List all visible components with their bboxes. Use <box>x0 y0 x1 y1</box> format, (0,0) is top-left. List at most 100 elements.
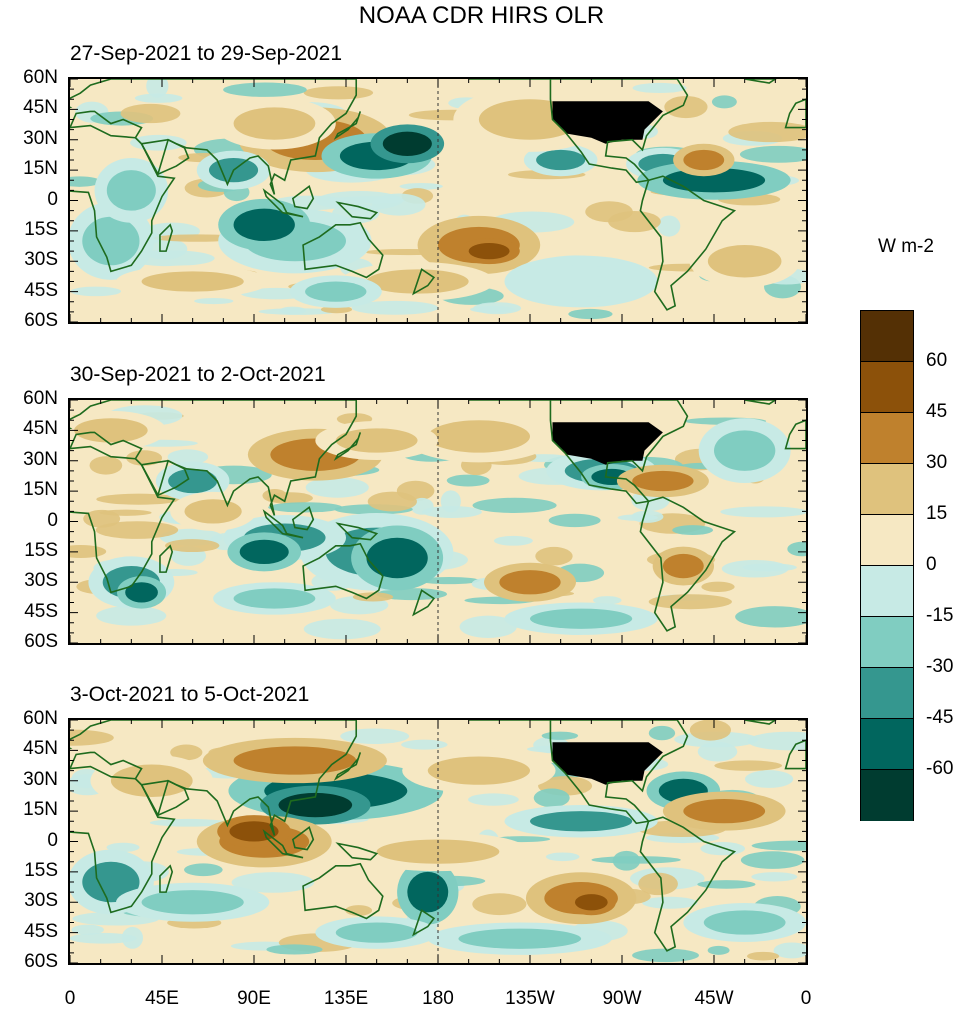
colorbar-segment <box>861 617 913 668</box>
olr-texture <box>787 541 806 557</box>
lat-label: 45S <box>24 920 58 942</box>
lat-label: 15N <box>23 158 58 180</box>
colorbar-label: -60 <box>926 758 954 779</box>
lat-label: 0 <box>47 509 58 531</box>
colorbar-segment <box>861 362 913 413</box>
olr-texture <box>315 190 404 211</box>
olr-texture <box>165 539 220 553</box>
olr-texture <box>632 82 687 94</box>
colorbar-segment <box>861 668 913 719</box>
lat-label: 60S <box>24 631 58 652</box>
olr-texture <box>740 851 805 869</box>
lat-label: 30S <box>24 890 58 912</box>
lat-label: 15N <box>23 799 58 821</box>
olr-texture <box>70 544 107 558</box>
olr-anomaly-blob <box>376 839 500 864</box>
coastline <box>744 720 777 725</box>
panel-3-label: 3-Oct-2021 to 5-Oct-2021 <box>70 683 310 706</box>
coastline <box>639 496 737 632</box>
olr-anomaly-blob <box>141 271 244 292</box>
coastline <box>412 909 436 937</box>
colorbar-segment <box>861 515 913 566</box>
coastline <box>70 445 176 594</box>
coastline <box>335 842 379 861</box>
olr-texture <box>773 942 806 959</box>
olr-anomaly-blob <box>683 798 766 824</box>
olr-texture <box>418 577 480 585</box>
olr-texture <box>351 300 439 315</box>
colorbar-label: 60 <box>926 350 948 371</box>
coastline <box>468 720 689 825</box>
olr-anomaly-blob <box>530 811 633 832</box>
olr-texture <box>70 932 137 944</box>
olr-anomaly-blob <box>110 764 193 797</box>
olr-texture <box>96 493 181 505</box>
olr-texture <box>184 863 223 877</box>
olr-anomaly-blob <box>382 131 432 156</box>
olr-anomaly-blob <box>536 149 586 171</box>
lat-label: 30N <box>23 127 58 149</box>
olr-texture <box>568 308 613 320</box>
olr-anomaly-blob <box>233 746 357 775</box>
olr-texture <box>638 872 678 896</box>
olr-texture <box>367 491 417 512</box>
coastline <box>784 419 806 450</box>
coastline <box>140 779 190 817</box>
coastline <box>744 79 777 84</box>
olr-texture <box>459 615 517 639</box>
olr-texture <box>751 872 798 882</box>
olr-texture <box>352 592 394 602</box>
olr-texture <box>376 588 447 601</box>
panel-1-label: 27-Sep-2021 to 29-Sep-2021 <box>70 42 343 65</box>
coastline <box>412 589 436 617</box>
colorbar-segment <box>861 464 913 515</box>
colorbar-segment <box>861 413 913 464</box>
colorbar-label: 30 <box>926 452 948 473</box>
figure-title: NOAA CDR HIRS OLR <box>358 2 605 29</box>
lat-label: 60S <box>24 310 58 331</box>
coastline <box>468 79 689 184</box>
olr-texture <box>126 450 163 466</box>
olr-texture <box>266 944 323 955</box>
olr-anomaly-blob <box>305 281 367 302</box>
olr-texture <box>96 605 167 626</box>
map-panel-3 <box>68 718 808 965</box>
olr-texture <box>672 525 714 536</box>
olr-map-1 <box>70 79 806 322</box>
olr-texture <box>541 731 579 740</box>
lat-label: 30S <box>24 570 58 592</box>
olr-texture <box>612 850 641 871</box>
olr-anomaly-blob <box>427 756 530 785</box>
olr-anomaly-blob <box>427 420 530 453</box>
lat-label: 15S <box>24 218 58 240</box>
olr-texture <box>194 297 234 305</box>
olr-texture <box>533 788 570 808</box>
olr-anomaly-blob <box>184 499 242 524</box>
olr-texture <box>399 183 443 190</box>
olr-texture <box>657 215 681 237</box>
coastline <box>784 739 806 770</box>
olr-anomaly-blob <box>239 539 289 565</box>
colorbar-label: 0 <box>926 554 937 575</box>
olr-texture <box>446 474 490 487</box>
olr-texture <box>617 514 658 521</box>
olr-texture <box>468 793 519 806</box>
lat-label: 60N <box>23 708 58 729</box>
coastline <box>291 826 315 851</box>
coastline <box>302 862 384 920</box>
lat-label: 0 <box>47 829 58 851</box>
olr-texture <box>473 302 522 315</box>
lon-label: 90W <box>602 988 642 1009</box>
coastline <box>70 765 176 914</box>
olr-texture <box>340 728 410 745</box>
lat-label: 45S <box>24 279 58 301</box>
olr-anomaly-blob <box>530 608 633 629</box>
olr-texture <box>279 306 307 315</box>
olr-anomaly-blob <box>662 168 766 193</box>
olr-texture <box>134 93 183 103</box>
colorbar-label: 15 <box>926 503 948 524</box>
olr-texture <box>303 86 374 100</box>
olr-texture <box>89 456 123 475</box>
olr-texture <box>146 79 169 98</box>
olr-anomaly-blob <box>632 470 694 492</box>
